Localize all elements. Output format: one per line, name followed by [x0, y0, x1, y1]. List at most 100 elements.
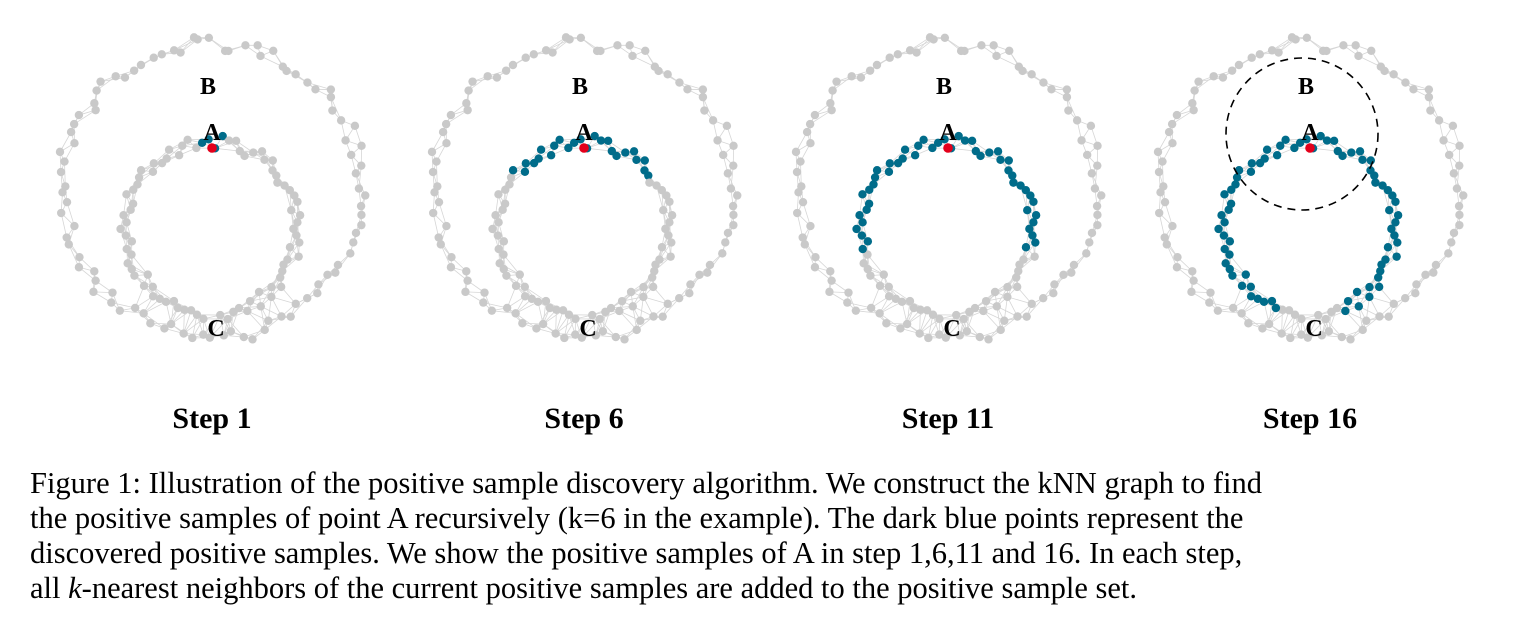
positive-sample-point — [520, 167, 530, 176]
sample-point — [269, 46, 278, 56]
sample-point — [1162, 240, 1172, 249]
sample-point — [1189, 105, 1198, 115]
sample-point — [289, 224, 298, 234]
sample-point — [648, 273, 657, 282]
positive-sample-point — [1253, 294, 1263, 304]
knn-edge — [1345, 310, 1364, 331]
sample-point — [436, 240, 446, 249]
knn-edge — [595, 311, 606, 336]
positive-sample-point — [1329, 136, 1339, 146]
sample-point — [480, 288, 489, 297]
sample-point — [661, 224, 670, 234]
sample-point — [659, 206, 668, 215]
knn-edge — [152, 286, 175, 302]
positive-sample-point — [1232, 173, 1242, 182]
sample-point — [527, 294, 537, 304]
sample-point — [130, 271, 139, 280]
sample-point — [798, 233, 807, 242]
sample-point — [979, 306, 988, 316]
sample-point — [797, 182, 806, 191]
sample-point — [551, 329, 560, 338]
knn-edge — [131, 254, 149, 275]
sample-point — [658, 312, 667, 321]
sample-point — [1297, 330, 1306, 339]
sample-point — [349, 238, 358, 247]
positive-sample-point — [885, 159, 895, 168]
sample-point — [872, 60, 882, 70]
positive-sample-point — [1260, 154, 1269, 163]
sample-point — [1012, 282, 1022, 292]
caption-line: discovered positive samples. We show the… — [30, 536, 1243, 570]
sample-point — [257, 147, 267, 156]
sample-point — [1389, 299, 1398, 309]
sample-point — [591, 331, 601, 340]
sample-point — [827, 276, 836, 285]
sample-point — [935, 330, 944, 339]
positive-sample-point — [1271, 303, 1281, 313]
positive-sample-point — [1009, 178, 1018, 187]
positive-sample-point — [1302, 135, 1311, 144]
positive-sample-point — [644, 171, 653, 180]
sample-point — [664, 231, 673, 240]
sample-point — [915, 329, 924, 338]
sample-point — [180, 305, 189, 314]
sample-point — [866, 303, 876, 313]
positive-sample-point — [536, 145, 546, 154]
sample-point — [718, 249, 727, 258]
sample-point — [733, 191, 742, 200]
sample-point — [169, 46, 179, 55]
sample-point — [433, 182, 442, 191]
positive-sample-point — [954, 131, 963, 141]
sample-point — [1090, 184, 1100, 193]
sample-point — [1159, 182, 1168, 191]
sample-point — [1455, 210, 1464, 220]
sample-point — [155, 294, 165, 304]
positive-sample-point — [1371, 178, 1380, 187]
sample-point — [462, 99, 471, 108]
sample-point — [494, 190, 503, 199]
knn-edge — [1307, 318, 1327, 338]
positive-sample-point — [1276, 141, 1285, 150]
sample-point — [718, 150, 728, 160]
sample-point — [1050, 280, 1059, 289]
positive-sample-point — [521, 159, 531, 168]
sample-point — [1082, 150, 1092, 160]
figure-caption: Figure 1: Illustration of the positive s… — [30, 466, 1510, 606]
step-label: Step 11 — [901, 402, 995, 435]
positive-sample-point — [967, 136, 977, 146]
positive-sample-point — [960, 136, 970, 145]
positive-sample-point — [857, 231, 867, 240]
knn-edge — [247, 310, 266, 331]
positive-sample-point — [621, 148, 630, 157]
sample-point — [1059, 270, 1068, 279]
label-c: C — [1305, 316, 1322, 342]
sample-point — [428, 167, 438, 177]
positive-sample-point — [1391, 218, 1400, 227]
sample-point — [1314, 310, 1323, 320]
knn-edge — [1382, 185, 1390, 211]
sample-point — [1351, 41, 1360, 50]
sample-point — [674, 293, 684, 303]
sample-point — [500, 199, 510, 208]
sample-point — [639, 282, 648, 292]
knn-edge — [983, 310, 1002, 331]
sample-point — [136, 166, 146, 175]
positive-sample-point — [1219, 231, 1229, 240]
sample-point — [148, 167, 158, 176]
positive-sample-point — [855, 211, 864, 220]
sample-point — [1030, 252, 1039, 261]
sample-point — [253, 41, 262, 50]
sample-point — [446, 110, 456, 120]
sample-point — [863, 264, 872, 274]
sample-point — [108, 288, 117, 297]
sample-point — [1448, 121, 1458, 131]
sample-point — [1380, 66, 1389, 76]
sample-point — [192, 143, 201, 153]
positive-sample-point — [640, 156, 649, 165]
sample-point — [464, 86, 473, 95]
label-a: A — [1301, 120, 1319, 146]
sample-point — [729, 141, 738, 150]
positive-sample-point — [197, 138, 207, 148]
sample-point — [1172, 110, 1182, 120]
knn-edge — [223, 311, 234, 336]
